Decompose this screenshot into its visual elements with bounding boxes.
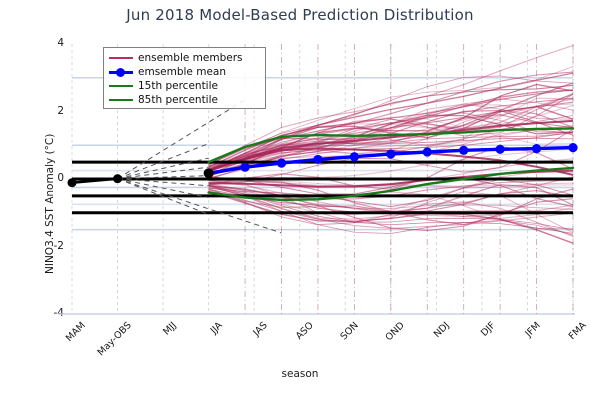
ensemble-mean-marker <box>349 152 359 162</box>
ensemble-mean-marker <box>240 162 250 172</box>
legend-swatch <box>109 52 133 64</box>
ensemble-mean-marker <box>422 147 432 157</box>
legend-item[interactable]: 85th percentile <box>109 93 260 107</box>
y-tick-label: 0 <box>57 172 64 184</box>
legend-item[interactable]: ensemble members <box>109 51 260 65</box>
observed-marker <box>67 178 77 188</box>
ensemble-mean-marker <box>276 158 287 168</box>
ensemble-mean-marker <box>203 168 214 179</box>
ensemble-mean-marker <box>459 145 469 155</box>
legend-swatch <box>109 94 133 106</box>
legend-item[interactable]: 15th percentile <box>109 79 260 93</box>
forecast-fan-line <box>117 157 209 180</box>
chart-title: Jun 2018 Model-Based Prediction Distribu… <box>126 6 474 24</box>
x-axis-label: season <box>281 368 319 380</box>
y-tick-label: 4 <box>57 37 64 49</box>
observed-marker <box>113 174 123 184</box>
legend-label: 85th percentile <box>138 94 218 106</box>
y-tick-label: 2 <box>57 104 64 117</box>
ensemble-mean-marker <box>386 149 396 159</box>
legend-label: ensemble members <box>138 52 243 64</box>
forecast-fan-line <box>117 178 209 199</box>
forecast-fan-line <box>117 178 209 187</box>
chart-legend: ensemble members emsemble mean 15th percen… <box>103 47 266 109</box>
legend-item[interactable]: emsemble mean <box>109 65 260 79</box>
forecast-fan-line <box>117 178 282 234</box>
legend-label: emsemble mean <box>138 66 227 78</box>
observed-line <box>71 177 118 185</box>
ensemble-mean-marker <box>313 154 323 165</box>
ensemble-mean-marker <box>495 144 505 154</box>
percentile-85-line <box>207 127 575 164</box>
legend-swatch <box>109 80 133 92</box>
forecast-fan-line <box>117 175 209 180</box>
legend-label: 15th percentile <box>138 80 218 92</box>
y-tick-label: -2 <box>53 239 64 252</box>
ensemble-mean-marker <box>531 144 542 154</box>
forecast-fan-line <box>117 166 209 180</box>
y-tick-label: -4 <box>53 307 64 319</box>
forecast-fan-line <box>117 143 209 180</box>
percentile-15-line <box>207 166 575 202</box>
forecast-fan-line <box>117 99 246 180</box>
ensemble-mean-marker <box>568 143 578 153</box>
legend-swatch <box>109 66 133 78</box>
forecast-fan-line <box>117 178 209 215</box>
